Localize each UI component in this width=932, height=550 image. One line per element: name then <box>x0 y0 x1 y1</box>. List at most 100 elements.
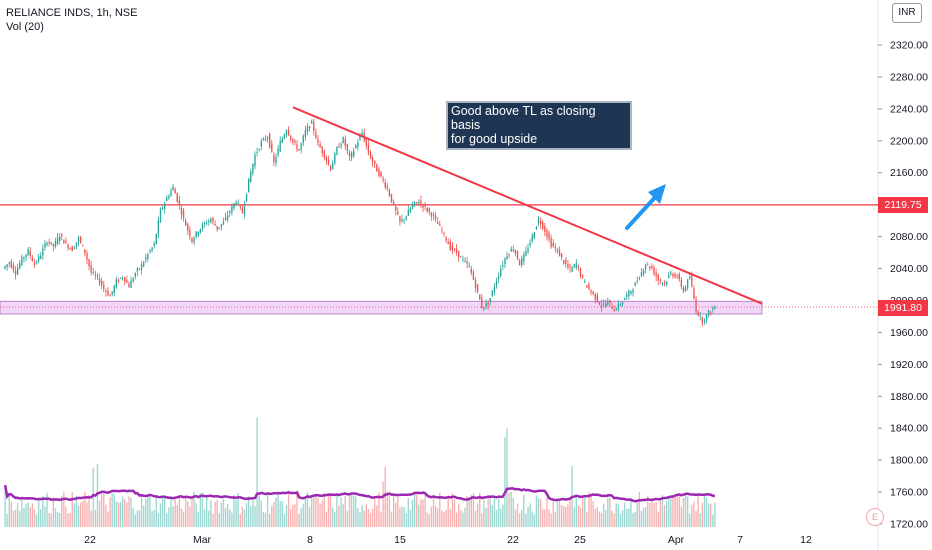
candle-body <box>689 276 691 280</box>
volume-bar <box>544 509 546 527</box>
candle-body <box>411 203 414 209</box>
candle-body <box>96 275 99 277</box>
candle-body <box>428 208 430 212</box>
candle-body <box>338 146 340 148</box>
candle-body <box>693 288 695 299</box>
volume-bar <box>680 506 683 527</box>
candle-body <box>23 257 25 259</box>
volume-bar <box>479 492 481 527</box>
candle-body <box>556 249 559 251</box>
volume-bar <box>705 497 708 527</box>
candle-body <box>487 302 489 306</box>
volume-bar <box>668 496 670 527</box>
candle-body <box>434 215 437 219</box>
volume-bar <box>346 510 349 527</box>
candle-body <box>500 269 502 277</box>
x-tick-label: Mar <box>193 534 212 546</box>
volume-bar <box>607 494 609 527</box>
candle-body <box>248 178 250 193</box>
earnings-badge[interactable]: E <box>866 508 884 526</box>
candle-body <box>686 279 689 288</box>
volume-bar <box>626 509 628 527</box>
volume-bar <box>428 514 430 527</box>
candle-body <box>4 266 6 269</box>
volume-bar <box>128 496 130 527</box>
candle-body <box>180 207 183 215</box>
candle-body <box>384 182 386 188</box>
volume-bar <box>527 506 529 527</box>
volume-bar <box>424 494 426 527</box>
volume-bar <box>584 498 586 527</box>
volume-bar <box>283 513 286 527</box>
candle-body <box>537 218 540 224</box>
currency-badge[interactable]: INR <box>892 3 922 23</box>
volume-bar <box>294 504 296 527</box>
volume-bar <box>399 507 401 527</box>
candle-body <box>161 207 164 210</box>
candle-body <box>594 293 596 300</box>
candle-body <box>401 219 403 222</box>
candle-body <box>668 275 670 278</box>
volume-bar <box>682 497 685 527</box>
candle-body <box>163 203 166 209</box>
chart-annotation[interactable]: Good above TL as closing basis for good … <box>446 101 632 150</box>
candle-body <box>647 264 649 266</box>
volume-bar <box>678 496 680 527</box>
candle-body <box>590 290 592 293</box>
volume-bar <box>397 496 399 527</box>
candle-body <box>533 232 536 239</box>
candle-body <box>350 152 353 158</box>
candle-body <box>113 285 115 293</box>
x-tick-label: 15 <box>394 534 406 546</box>
candle-body <box>231 206 233 213</box>
volume-bar <box>569 498 571 527</box>
candle-body <box>340 144 342 146</box>
candle-body <box>269 133 271 148</box>
candle-body <box>460 256 462 258</box>
candle-body <box>525 250 527 256</box>
candle-body <box>521 258 523 266</box>
candle-body <box>617 303 620 310</box>
candle-body <box>132 278 134 282</box>
volume-bar <box>77 505 80 527</box>
candle-body <box>151 247 153 251</box>
volume-bar <box>483 499 485 527</box>
candle-body <box>197 231 199 236</box>
candle-body <box>56 237 59 245</box>
candle-body <box>462 259 464 261</box>
volume-bar <box>216 500 218 527</box>
candle-body <box>369 152 372 159</box>
candle-body <box>205 223 208 225</box>
volume-bar <box>229 509 231 527</box>
volume-bar <box>523 494 525 527</box>
resistance-price-label: 2119.75 <box>878 197 928 213</box>
candle-body <box>468 265 470 267</box>
candle-body <box>136 268 139 272</box>
volume-bar <box>361 504 363 527</box>
volume-bar <box>214 501 216 527</box>
volume-bar <box>445 509 447 527</box>
volume-bar <box>16 502 19 527</box>
candle-body <box>29 250 31 256</box>
y-tick-label: 1960.00 <box>890 327 928 339</box>
volume-bar <box>342 504 344 527</box>
candle-body <box>245 193 248 202</box>
candle-body <box>308 126 311 129</box>
volume-bar <box>596 507 599 527</box>
volume-bar <box>350 492 353 527</box>
candle-body <box>325 156 328 161</box>
volume-bar <box>371 508 374 527</box>
volume-bar <box>58 513 61 527</box>
x-tick-label: 22 <box>507 534 519 546</box>
volume-bar <box>258 493 260 527</box>
volume-bar <box>670 495 672 527</box>
volume-bar <box>556 500 559 527</box>
volume-bar <box>588 491 590 527</box>
volume-bar <box>96 464 99 527</box>
candle-body <box>88 259 90 267</box>
volume-bar <box>205 495 208 527</box>
candle-body <box>453 249 456 251</box>
volume-bar <box>29 507 31 527</box>
volume-legend: Vol (20) <box>6 21 44 33</box>
